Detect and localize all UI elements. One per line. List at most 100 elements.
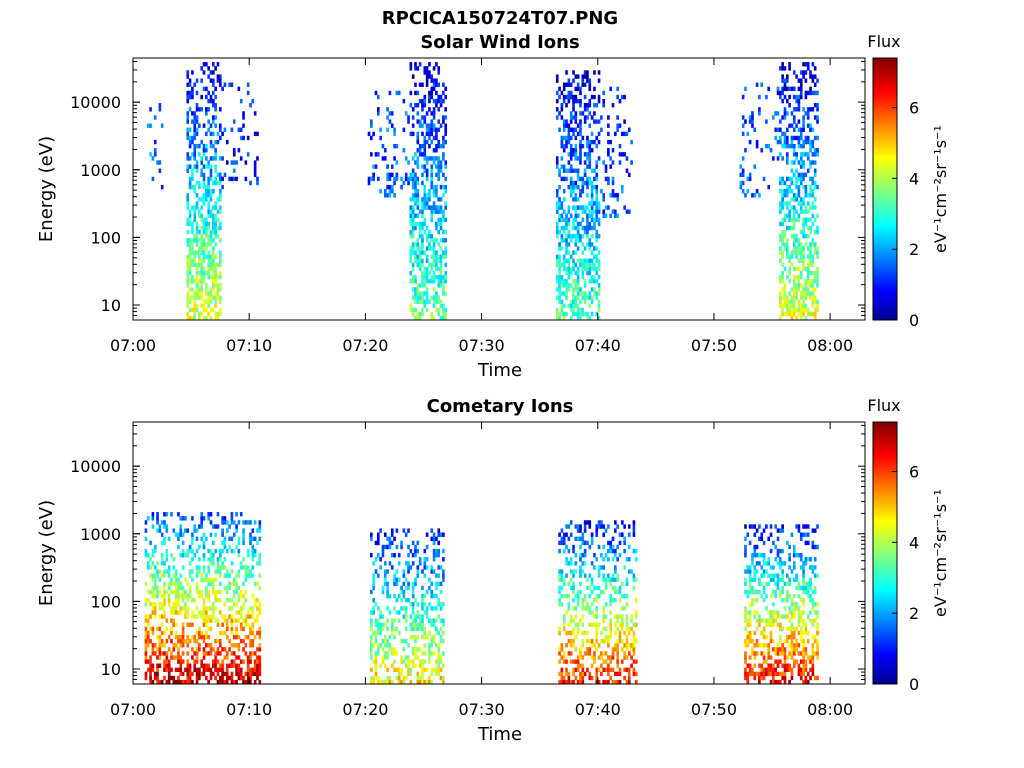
heatmap-cell: [218, 274, 222, 280]
heatmap-cell: [239, 589, 243, 595]
heatmap-cell: [595, 189, 599, 194]
heatmap-cell: [579, 176, 582, 182]
heatmap-cell: [597, 565, 601, 570]
heatmap-cell: [186, 598, 190, 603]
heatmap-cell: [202, 123, 206, 128]
heatmap-cell: [209, 168, 213, 173]
heatmap-cell: [251, 557, 255, 562]
heatmap-cell: [618, 622, 622, 627]
heatmap-cell: [797, 606, 801, 611]
y-tick-label: 1000: [80, 161, 121, 180]
heatmap-cell: [792, 127, 796, 132]
heatmap-cell: [799, 164, 803, 169]
heatmap-cell: [253, 618, 257, 623]
heatmap-cell: [797, 283, 801, 288]
heatmap-cell: [163, 614, 166, 619]
heatmap-cell: [439, 209, 443, 214]
x-axis-ticks: 07:00 07:10 07:20 07:30 07:40 07:50 08:00: [110, 58, 853, 355]
heatmap-cell: [165, 659, 169, 664]
heatmap-cell: [423, 291, 427, 296]
heatmap-cell: [367, 176, 371, 182]
heatmap-cell: [184, 667, 187, 673]
heatmap-cell: [432, 98, 436, 104]
heatmap-cell: [767, 143, 771, 149]
heatmap-cell: [790, 205, 794, 210]
heatmap-cell: [370, 176, 373, 182]
heatmap-cell: [193, 156, 197, 161]
heatmap-cell: [435, 585, 438, 591]
heatmap-cell: [370, 622, 373, 627]
heatmap-cell: [198, 610, 201, 615]
heatmap-cell: [806, 679, 810, 685]
heatmap-cell: [806, 274, 810, 280]
heatmap-cell: [193, 123, 197, 128]
heatmap-cell: [779, 119, 782, 124]
heatmap-cell: [423, 229, 427, 235]
heatmap-cell: [251, 643, 255, 648]
heatmap-cell: [595, 143, 599, 149]
heatmap-cell: [797, 643, 801, 648]
heatmap-cell: [407, 581, 410, 587]
heatmap-cell: [811, 160, 815, 165]
heatmap-cell: [595, 679, 599, 685]
heatmap-cell: [214, 254, 217, 259]
heatmap-cell: [627, 671, 631, 677]
heatmap-cell: [200, 156, 204, 161]
heatmap-cell: [439, 98, 443, 104]
heatmap-cell: [228, 544, 231, 550]
heatmap-cell: [421, 152, 424, 157]
heatmap-cell: [790, 630, 794, 636]
heatmap-cell: [195, 606, 199, 611]
heatmap-cell: [421, 279, 424, 284]
heatmap-cell: [202, 540, 206, 546]
heatmap-cell: [558, 205, 561, 210]
heatmap-cell: [418, 283, 422, 288]
heatmap-cell: [198, 557, 201, 562]
heatmap-cell: [581, 217, 585, 223]
heatmap-cell: [225, 679, 229, 685]
heatmap-cell: [146, 589, 150, 595]
heatmap-cell: [205, 86, 208, 92]
heatmap-cell: [186, 270, 190, 276]
heatmap-cell: [218, 553, 222, 558]
heatmap-cell: [439, 532, 443, 537]
heatmap-cell: [623, 548, 626, 554]
heatmap-cell: [428, 262, 431, 268]
heatmap-cell: [374, 602, 378, 607]
heatmap-cell: [200, 295, 204, 300]
heatmap-cell: [795, 295, 798, 300]
heatmap-cell: [237, 655, 241, 660]
heatmap-cell: [595, 593, 599, 599]
heatmap-cell: [595, 614, 599, 619]
heatmap-cell: [381, 585, 385, 591]
heatmap-cell: [435, 536, 438, 542]
heatmap-cell: [581, 74, 585, 79]
heatmap-cell: [435, 172, 438, 178]
heatmap-cell: [223, 172, 227, 178]
heatmap-cell: [200, 634, 204, 640]
heatmap-cell: [781, 569, 784, 574]
heatmap-cell: [430, 279, 434, 284]
heatmap-cell: [614, 569, 617, 574]
heatmap-cell: [193, 131, 197, 137]
heatmap-cell: [179, 606, 183, 611]
heatmap-cell: [251, 667, 255, 673]
heatmap-cell: [746, 634, 750, 640]
heatmap-cell: [439, 279, 443, 284]
heatmap-cell: [251, 622, 255, 627]
heatmap-cell: [590, 274, 594, 280]
heatmap-cell: [588, 103, 592, 108]
heatmap-cell: [214, 148, 217, 153]
heatmap-cell: [214, 283, 217, 288]
heatmap-cell: [258, 557, 262, 562]
heatmap-cell: [216, 209, 220, 214]
heatmap-cell: [634, 614, 638, 619]
heatmap-cell: [232, 618, 236, 623]
heatmap-cell: [149, 663, 152, 668]
heatmap-cell: [781, 311, 784, 317]
heatmap-cell: [423, 279, 427, 284]
heatmap-cell: [421, 221, 424, 227]
heatmap-cell: [790, 254, 794, 259]
heatmap-cell: [804, 242, 808, 247]
